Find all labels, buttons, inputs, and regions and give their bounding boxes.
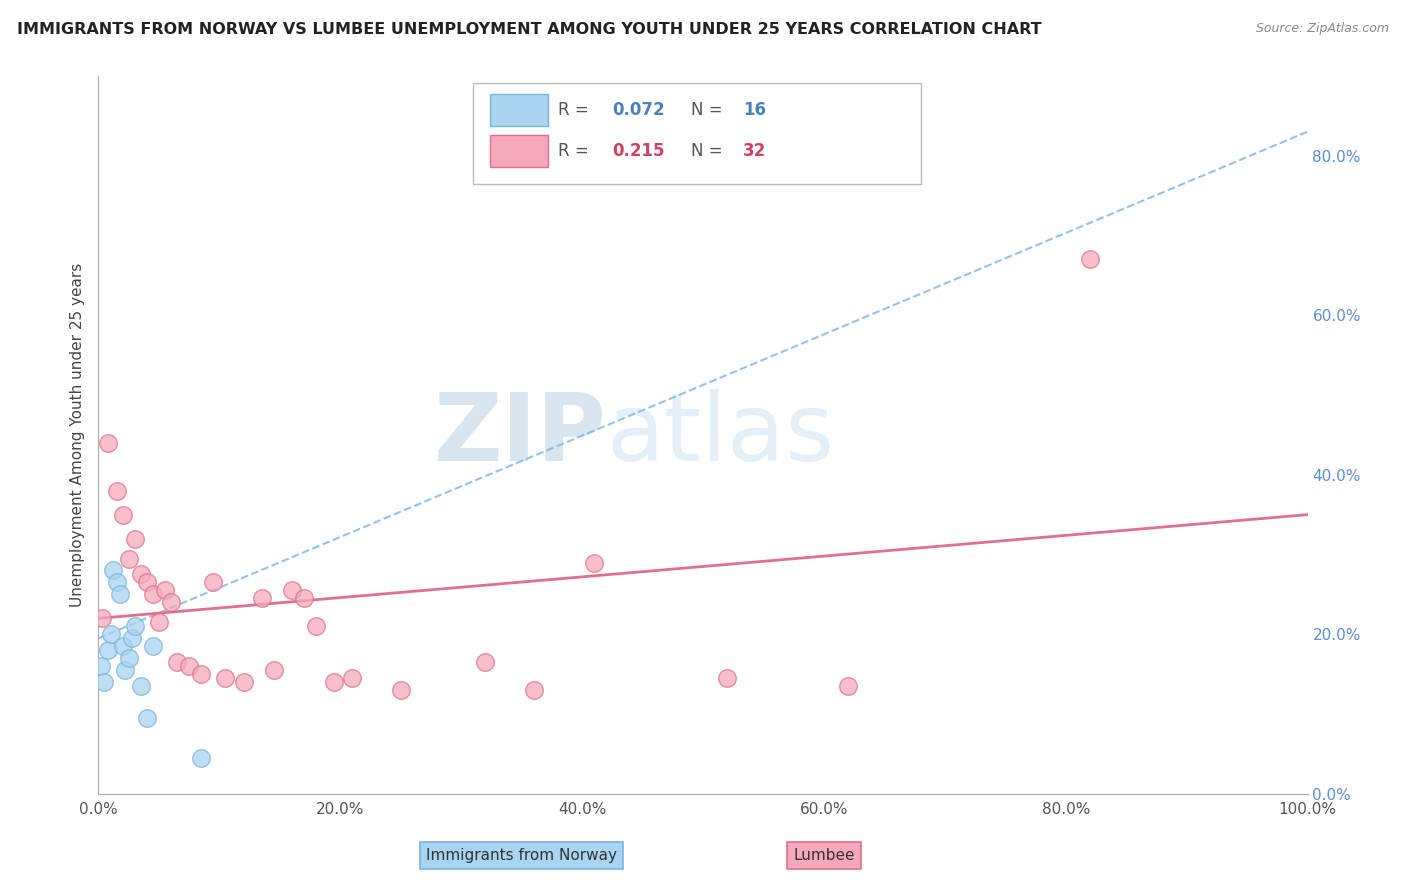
Point [153,583,176,598]
Point [142,587,165,601]
Point [1078,252,1101,267]
Point [129,567,152,582]
Point [135,575,157,590]
Text: N =: N = [690,102,728,120]
Point [190,667,212,681]
Point [166,655,188,669]
Y-axis label: Unemployment Among Youth under 25 years: Unemployment Among Youth under 25 years [69,263,84,607]
Text: Immigrants from Norway: Immigrants from Norway [426,847,617,863]
Point [124,619,146,633]
Point [523,683,546,698]
Text: ZIP: ZIP [433,389,606,481]
Point [190,751,212,765]
Point [118,551,141,566]
Point [323,675,346,690]
Text: 0.072: 0.072 [613,102,665,120]
Point [105,575,128,590]
Point [100,627,122,641]
Point [160,595,183,609]
Text: 0.215: 0.215 [613,142,665,161]
Point [179,659,201,673]
Point [583,556,606,570]
Point [121,632,143,646]
Point [305,619,328,633]
Point [118,651,141,665]
Point [281,583,304,598]
Point [263,663,285,677]
Point [111,508,134,522]
Point [129,679,152,693]
Point [124,532,146,546]
Point [342,671,364,685]
Point [97,643,120,657]
Point [202,575,225,590]
Text: Source: ZipAtlas.com: Source: ZipAtlas.com [1256,22,1389,36]
Text: IMMIGRANTS FROM NORWAY VS LUMBEE UNEMPLOYMENT AMONG YOUTH UNDER 25 YEARS CORRELA: IMMIGRANTS FROM NORWAY VS LUMBEE UNEMPLO… [17,22,1042,37]
FancyBboxPatch shape [491,136,548,167]
Point [214,671,236,685]
Point [111,640,134,654]
Point [135,711,157,725]
FancyBboxPatch shape [491,95,548,126]
Text: atlas: atlas [606,389,835,481]
Text: R =: R = [558,142,593,161]
Point [90,659,112,673]
Point [101,564,124,578]
Point [389,683,412,698]
Point [474,655,496,669]
Point [105,483,128,498]
Point [114,663,136,677]
Point [232,675,254,690]
Point [91,611,114,625]
FancyBboxPatch shape [474,83,921,184]
Text: R =: R = [558,102,593,120]
Point [93,675,115,690]
Point [837,679,859,693]
Point [97,435,120,450]
Text: N =: N = [690,142,728,161]
Point [148,615,170,630]
Point [108,587,131,601]
Point [716,671,738,685]
Point [292,591,315,606]
Point [142,640,165,654]
Text: 32: 32 [742,142,766,161]
Text: 16: 16 [742,102,766,120]
Point [250,591,273,606]
Text: Lumbee: Lumbee [793,847,855,863]
